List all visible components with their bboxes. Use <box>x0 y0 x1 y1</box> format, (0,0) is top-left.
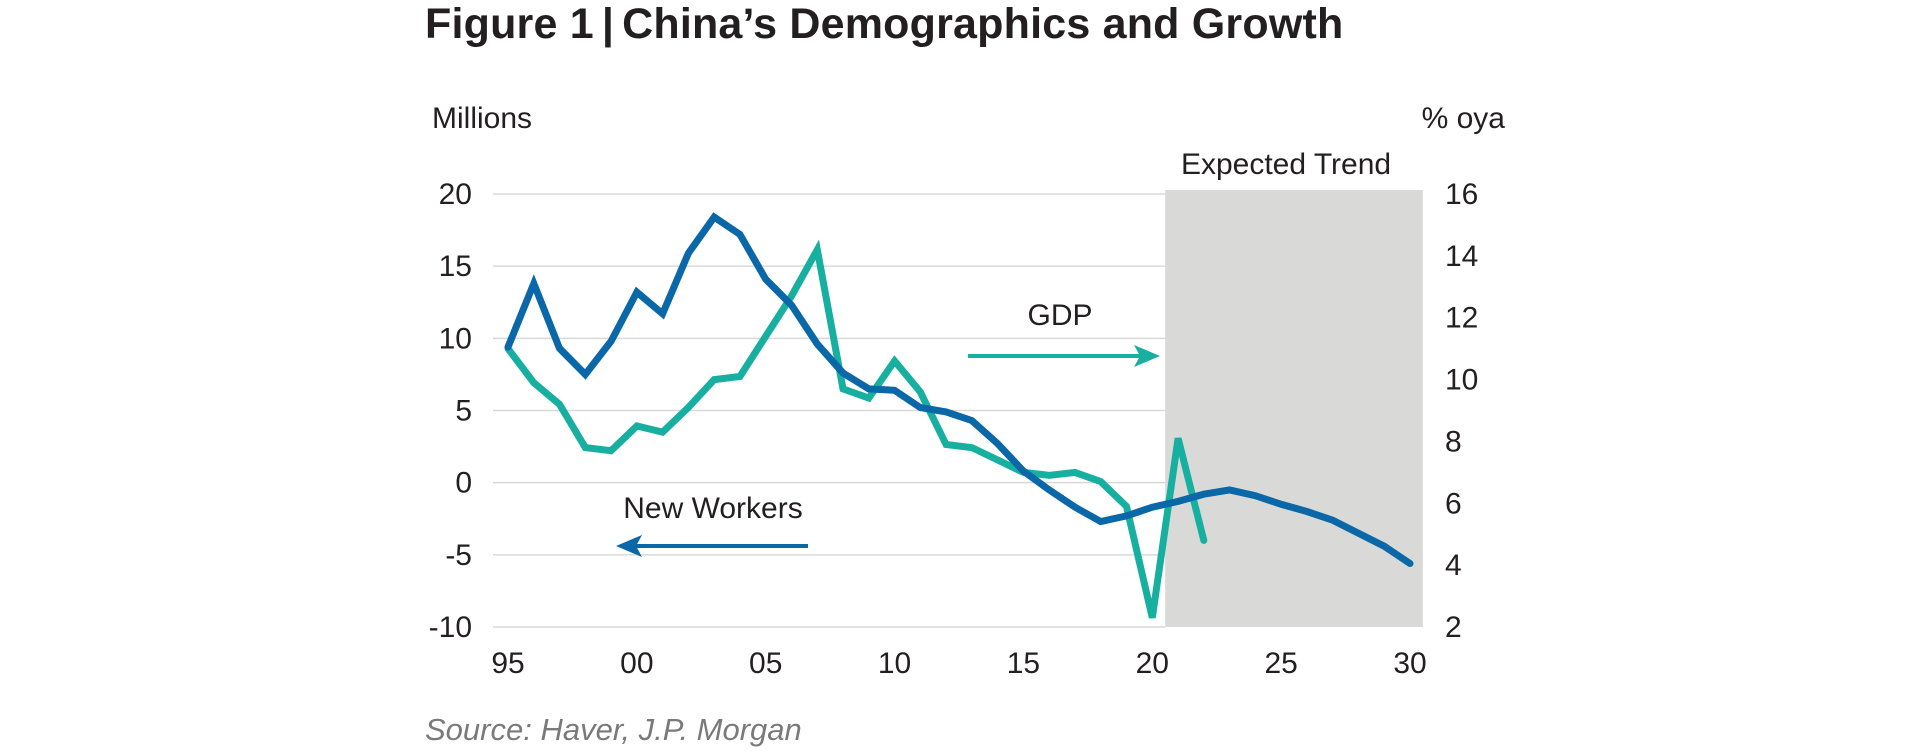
left-tick-label: 15 <box>439 250 472 283</box>
label-layer: Expected Trend 20 15 10 5 0 -5 -10 16 14 12 10 8 6 4 2 9… <box>429 102 1506 680</box>
left-tick-label: 5 <box>455 395 472 428</box>
left-tick-label: -10 <box>429 611 472 644</box>
grid-layer <box>493 193 1166 628</box>
chart-title: Figure 1 | China’s Demographics and Growth <box>425 0 1343 49</box>
series-layer <box>504 212 1414 619</box>
x-tick-label: 00 <box>620 647 653 680</box>
figure-label: Figure 1 <box>425 0 594 48</box>
x-tick-label: 05 <box>749 647 782 680</box>
new-workers-arrow-head-icon <box>616 535 642 557</box>
expected-trend-label: Expected Trend <box>1181 148 1391 181</box>
x-tick-label: 95 <box>491 647 524 680</box>
gdp-series-label: GDP <box>1027 299 1092 332</box>
right-tick-label: 2 <box>1445 611 1462 644</box>
left-tick-label: 20 <box>439 178 472 211</box>
right-tick-label: 10 <box>1445 364 1478 397</box>
x-tick-label: 15 <box>1007 647 1040 680</box>
x-tick-label: 30 <box>1393 647 1426 680</box>
left-tick-label: 0 <box>455 467 472 500</box>
expected-trend-region <box>1165 190 1423 627</box>
right-tick-label: 16 <box>1445 178 1478 211</box>
right-axis-label: % oya <box>1422 102 1506 135</box>
title-separator: | <box>601 0 615 48</box>
right-tick-label: 14 <box>1445 240 1478 273</box>
x-tick-label: 20 <box>1136 647 1169 680</box>
gdp-arrow-head-icon <box>1134 345 1160 367</box>
right-tick-label: 6 <box>1445 487 1462 520</box>
left-tick-label: -5 <box>445 539 472 572</box>
figure-title: China’s Demographics and Growth <box>622 0 1344 48</box>
new-workers-series-label: New Workers <box>623 492 802 525</box>
x-tick-label: 25 <box>1264 647 1297 680</box>
gdp-line <box>504 239 1208 619</box>
right-tick-label: 8 <box>1445 425 1462 458</box>
source-note: Source: Haver, J.P. Morgan <box>425 712 802 747</box>
new-workers-line <box>504 212 1414 567</box>
left-axis-label: Millions <box>432 102 532 135</box>
x-tick-label: 10 <box>878 647 911 680</box>
shade-layer <box>1165 190 1423 627</box>
right-tick-label: 4 <box>1445 549 1462 582</box>
right-tick-label: 12 <box>1445 302 1478 335</box>
left-tick-label: 10 <box>439 322 472 355</box>
